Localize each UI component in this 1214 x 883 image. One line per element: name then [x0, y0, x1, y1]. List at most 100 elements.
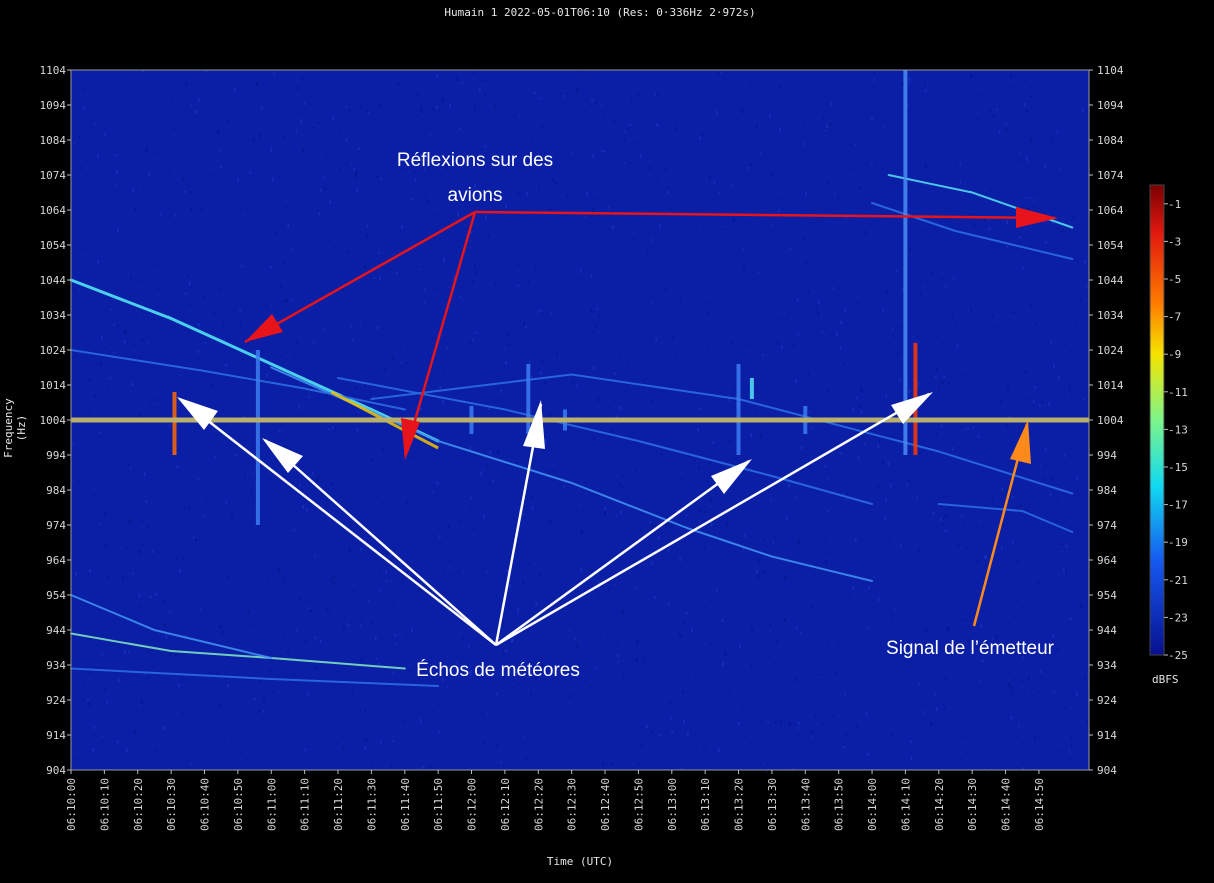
noise-speck: [337, 579, 339, 581]
noise-speck: [1040, 465, 1042, 467]
y-tick-label-right: 1044: [1097, 274, 1124, 287]
noise-speck: [443, 258, 445, 263]
noise-speck: [864, 442, 866, 445]
noise-speck: [742, 247, 745, 251]
noise-speck: [1066, 395, 1068, 397]
noise-speck: [871, 162, 873, 165]
noise-speck: [342, 747, 344, 751]
noise-speck: [830, 245, 833, 247]
noise-speck: [900, 325, 902, 328]
noise-speck: [441, 97, 444, 102]
noise-speck: [365, 235, 368, 239]
noise-speck: [582, 421, 585, 424]
noise-speck: [1064, 454, 1066, 457]
noise-speck: [1014, 615, 1016, 618]
colorbar-unit: dBFS: [1152, 673, 1179, 686]
x-tick-label: 06:13:40: [799, 778, 812, 831]
noise-speck: [318, 476, 321, 479]
noise-speck: [1078, 363, 1081, 366]
noise-speck: [783, 311, 785, 314]
noise-speck: [263, 697, 265, 702]
noise-speck: [278, 430, 281, 433]
noise-speck: [856, 725, 858, 728]
noise-speck: [252, 725, 254, 728]
noise-speck: [151, 318, 154, 321]
noise-speck: [1044, 164, 1046, 168]
noise-speck: [127, 591, 130, 593]
noise-speck: [252, 472, 254, 475]
noise-speck: [127, 463, 130, 467]
noise-speck: [965, 546, 968, 549]
noise-speck: [658, 733, 661, 737]
noise-speck: [531, 376, 533, 380]
noise-speck: [976, 560, 978, 563]
noise-speck: [571, 726, 574, 728]
noise-speck: [242, 358, 244, 362]
noise-speck: [384, 366, 386, 371]
noise-speck: [403, 344, 406, 346]
noise-speck: [901, 81, 904, 86]
noise-speck: [930, 270, 932, 275]
noise-speck: [633, 231, 636, 234]
noise-speck: [270, 265, 272, 269]
noise-speck: [925, 629, 928, 632]
noise-speck: [962, 367, 964, 370]
y-ticks: 1104 1104 1094 1094 1084 1084 1074 1074 1064 1064…: [40, 64, 1124, 777]
noise-speck: [455, 661, 458, 664]
noise-speck: [101, 653, 103, 655]
noise-speck: [488, 234, 490, 237]
noise-speck: [1084, 260, 1086, 264]
noise-speck: [522, 580, 524, 585]
noise-speck: [317, 758, 319, 760]
noise-speck: [703, 606, 706, 609]
noise-speck: [162, 600, 165, 605]
noise-speck: [620, 510, 622, 515]
noise-speck: [402, 756, 405, 758]
noise-speck: [373, 277, 376, 280]
noise-speck: [92, 748, 95, 752]
noise-speck: [776, 341, 779, 345]
noise-speck: [924, 229, 927, 232]
colorbar-tick-label: -19: [1168, 536, 1188, 549]
noise-speck: [345, 105, 348, 109]
noise-speck: [708, 176, 711, 180]
noise-speck: [332, 116, 334, 121]
noise-speck: [1070, 744, 1073, 746]
noise-speck: [729, 689, 731, 693]
noise-speck: [220, 404, 222, 407]
noise-speck: [531, 139, 534, 142]
noise-speck: [228, 236, 231, 239]
y-tick-label: 1094: [40, 99, 67, 112]
noise-speck: [795, 626, 798, 629]
noise-speck: [84, 247, 87, 251]
noise-speck: [592, 331, 595, 334]
noise-texture: [71, 70, 1090, 774]
noise-speck: [983, 218, 985, 222]
noise-speck: [963, 183, 966, 185]
noise-speck: [682, 690, 684, 694]
noise-speck: [885, 497, 887, 502]
noise-speck: [1024, 369, 1027, 373]
noise-speck: [923, 711, 926, 714]
noise-speck: [500, 389, 502, 393]
noise-speck: [1008, 671, 1010, 674]
noise-speck: [122, 576, 124, 581]
noise-speck: [171, 286, 173, 290]
noise-speck: [190, 207, 193, 212]
noise-speck: [687, 768, 689, 770]
noise-speck: [376, 495, 379, 498]
noise-speck: [371, 761, 373, 764]
noise-speck: [688, 455, 690, 457]
noise-speck: [523, 736, 526, 739]
noise-speck: [674, 128, 677, 132]
y-tick-label-right: 944: [1097, 624, 1117, 637]
noise-speck: [816, 722, 819, 725]
noise-speck: [743, 266, 745, 271]
y-tick-label-right: 904: [1097, 764, 1117, 777]
noise-speck: [484, 741, 486, 745]
noise-speck: [984, 189, 987, 191]
noise-speck: [703, 546, 706, 549]
noise-speck: [118, 678, 120, 682]
noise-speck: [985, 554, 987, 559]
noise-speck: [1065, 545, 1068, 548]
